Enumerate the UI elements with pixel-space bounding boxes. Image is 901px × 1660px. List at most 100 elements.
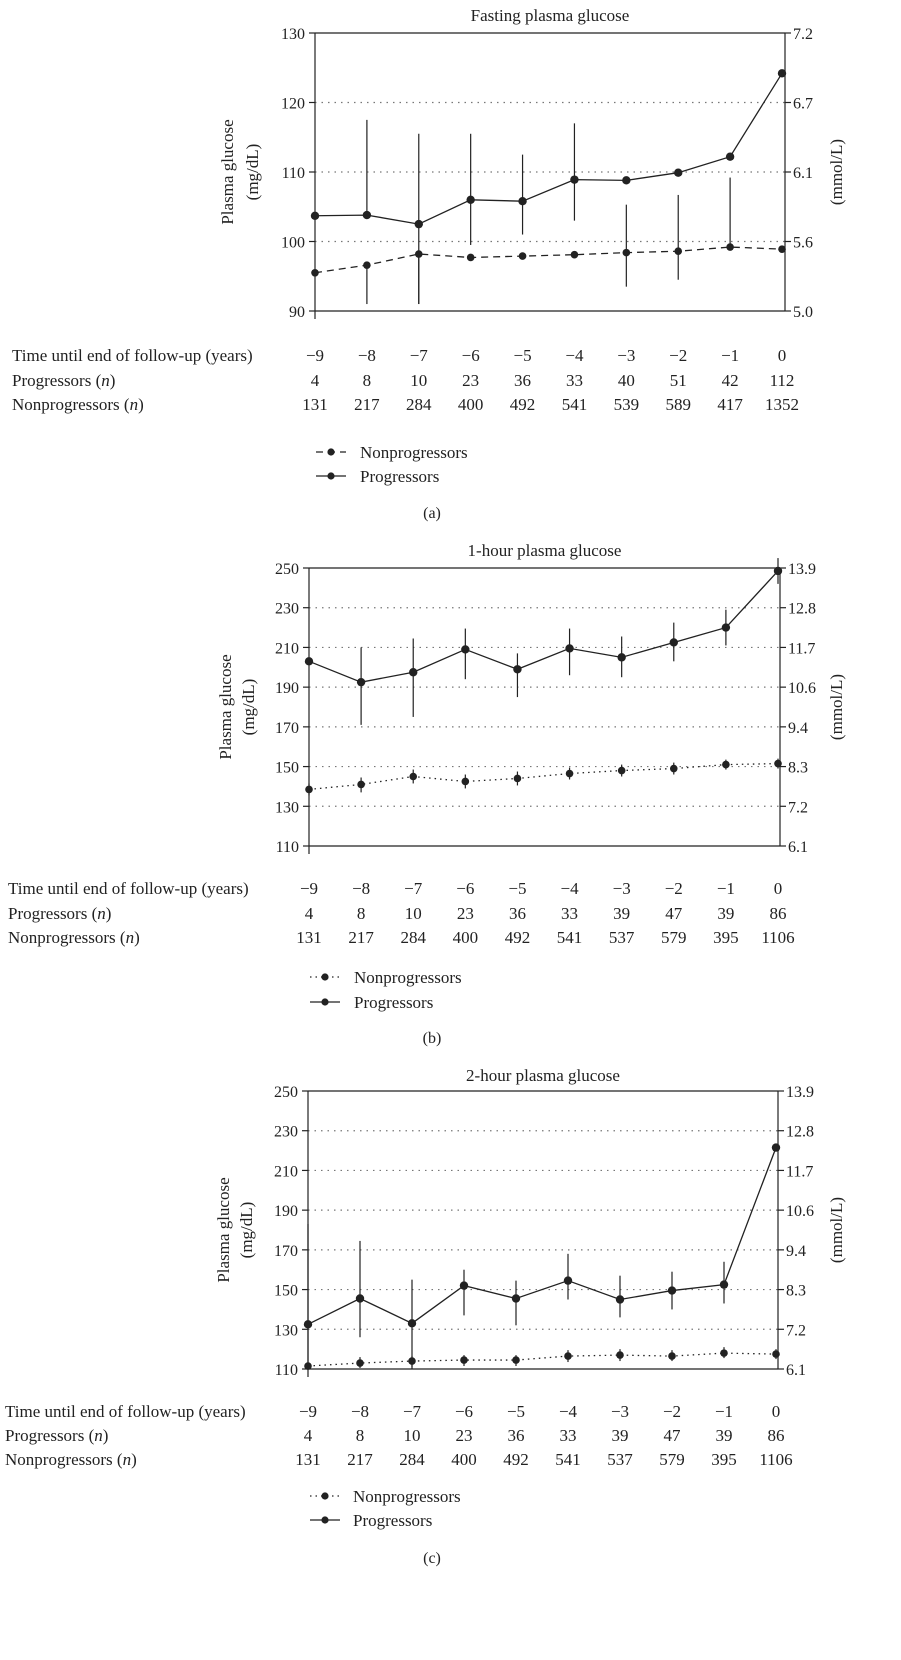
- y-tick-label-right: 8.3: [786, 1283, 806, 1300]
- nonprogressors-n-value: 284: [400, 928, 426, 947]
- nonprogressors-n-value: 217: [348, 928, 374, 947]
- legend-label-nonprogressors: Nonprogressors: [353, 1487, 461, 1506]
- time-value: −3: [613, 879, 631, 898]
- data-point: [719, 1280, 729, 1289]
- data-point: [414, 219, 423, 229]
- nonprogressors-n-value: 131: [302, 395, 328, 414]
- data-point: [721, 623, 731, 632]
- time-value: −9: [300, 879, 318, 898]
- nonprogressors-n-value: 395: [711, 1450, 737, 1469]
- data-point: [777, 69, 787, 78]
- nonprogressors-n-value: 131: [296, 928, 322, 947]
- data-point: [778, 245, 786, 253]
- y-tick-label-right: 6.1: [788, 839, 808, 856]
- y-tick-label-left: 90: [289, 304, 305, 321]
- nonprogressors-n-value: 284: [399, 1450, 425, 1469]
- legend-marker-progressors: [327, 472, 335, 480]
- row-label-nonprogressors: Nonprogressors (n): [5, 1450, 137, 1469]
- data-point: [570, 175, 579, 184]
- y-tick-label-left: 210: [274, 1163, 298, 1180]
- progressors-n-value: 8: [357, 904, 366, 923]
- data-point: [518, 252, 527, 260]
- series-progressors: [310, 69, 787, 305]
- data-point: [356, 677, 366, 687]
- y-tick-label-left: 110: [282, 165, 305, 182]
- y-tick-label-right: 10.6: [786, 1203, 814, 1220]
- nonprogressors-n-value: 492: [510, 395, 536, 414]
- time-value: −2: [669, 346, 687, 365]
- time-value: −6: [455, 1402, 473, 1421]
- progressors-n-value: 4: [311, 371, 320, 390]
- time-value: −3: [611, 1402, 629, 1421]
- legend-label-nonprogressors: Nonprogressors: [360, 443, 468, 462]
- progressors-n-value: 39: [716, 1426, 733, 1445]
- y-axis-unit-left: (mg/dL): [243, 144, 262, 201]
- y-tick-label-left: 190: [274, 1203, 298, 1220]
- data-point: [311, 268, 319, 277]
- time-value: −9: [306, 346, 324, 365]
- time-value: −4: [561, 879, 580, 898]
- progressors-n-value: 36: [508, 1426, 525, 1445]
- row-label-paren: ): [106, 904, 112, 923]
- legend-label-progressors: Progressors: [360, 467, 439, 486]
- y-tick-label-right: 6.1: [793, 165, 813, 182]
- nonprogressors-n-value: 400: [458, 395, 484, 414]
- progressors-n-value: 33: [561, 904, 578, 923]
- data-point: [565, 769, 574, 778]
- data-point: [511, 1294, 521, 1303]
- y-tick-label-right: 5.6: [793, 235, 813, 252]
- row-label-nonprogressors-text: Nonprogressors (: [8, 928, 126, 947]
- row-label-n: n: [126, 928, 135, 947]
- progressors-n-value: 36: [509, 904, 526, 923]
- y-axis-unit-left: (mg/dL): [237, 1202, 256, 1259]
- legend-marker-nonprogressors: [321, 973, 329, 981]
- row-label-progressors-text: Progressors (: [5, 1426, 95, 1445]
- data-point: [407, 1319, 417, 1328]
- y-tick-label-left: 250: [274, 1084, 298, 1101]
- nonprogressors-n-value: 541: [555, 1450, 581, 1469]
- data-point: [363, 261, 371, 269]
- legend-label-progressors: Progressors: [353, 1511, 432, 1530]
- y-tick-label-left: 120: [281, 96, 305, 113]
- legend-marker-progressors: [321, 998, 329, 1006]
- nonprogressors-n-value: 400: [451, 1450, 477, 1469]
- chart-title: 1-hour plasma glucose: [468, 541, 622, 560]
- data-point: [668, 1352, 676, 1360]
- chart-title: Fasting plasma glucose: [471, 6, 630, 25]
- data-point: [459, 1281, 469, 1290]
- progressors-n-value: 4: [305, 904, 314, 923]
- time-value: −6: [456, 879, 474, 898]
- row-label-progressors: Progressors (n): [12, 371, 115, 390]
- legend-marker-nonprogressors: [321, 1492, 329, 1500]
- time-value: −8: [352, 879, 370, 898]
- panel-label: (b): [423, 1030, 442, 1047]
- chart-title: 2-hour plasma glucose: [466, 1066, 620, 1085]
- progressors-n-value: 86: [770, 904, 787, 923]
- progressors-n-value: 23: [456, 1426, 473, 1445]
- progressors-n-value: 8: [363, 371, 372, 390]
- data-point: [460, 1356, 468, 1364]
- data-point: [771, 1143, 781, 1152]
- data-point: [461, 645, 470, 654]
- data-point: [669, 638, 678, 647]
- data-point: [518, 196, 527, 206]
- time-value: −8: [351, 1402, 369, 1421]
- y-tick-label-right: 7.2: [786, 1322, 806, 1339]
- data-point: [772, 1350, 780, 1358]
- data-point: [355, 1294, 365, 1303]
- data-point: [466, 253, 475, 262]
- nonprogressors-n-value: 579: [661, 928, 687, 947]
- y-tick-label-right: 12.8: [788, 601, 816, 618]
- progressors-n-value: 10: [410, 371, 427, 390]
- data-point: [466, 195, 475, 204]
- data-point: [513, 665, 522, 674]
- row-label-n: n: [101, 371, 110, 390]
- nonprogressors-n-value: 492: [503, 1450, 529, 1469]
- data-point: [726, 243, 734, 251]
- time-value: −5: [514, 346, 532, 365]
- legend-marker-progressors: [321, 1516, 329, 1524]
- legend: Nonprogressors Progressors: [316, 443, 468, 486]
- legend-label-progressors: Progressors: [354, 993, 433, 1012]
- y-axis-label-right: (mmol/L): [827, 1197, 846, 1263]
